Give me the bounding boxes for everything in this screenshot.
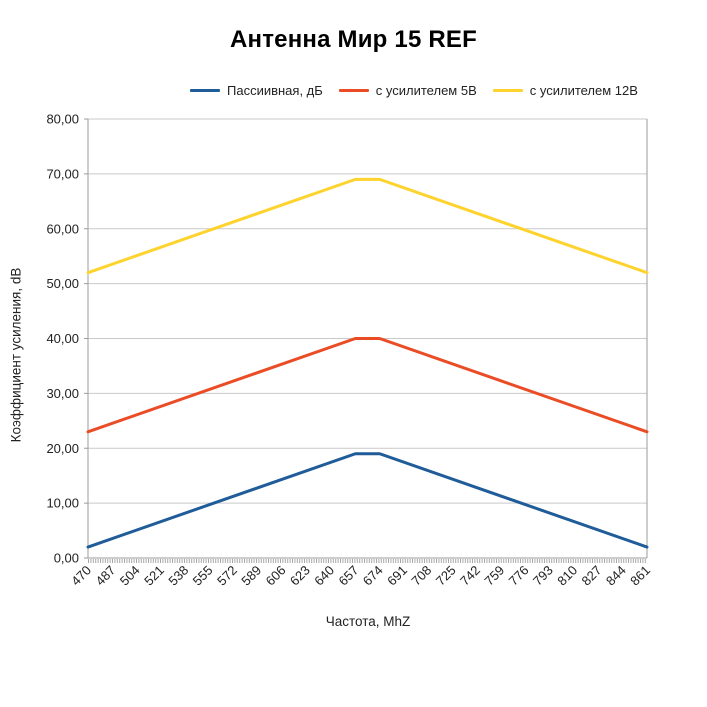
legend-swatch-amp5v [338, 89, 369, 92]
x-tick-label: 521 [141, 563, 167, 589]
x-tick-label: 606 [263, 563, 289, 589]
y-tick-label: 0,00 [54, 551, 79, 566]
x-tick-label: 657 [336, 563, 362, 589]
y-tick-label: 30,00 [46, 386, 79, 401]
x-tick-label: 742 [457, 563, 483, 589]
x-tick-label: 844 [603, 563, 629, 589]
y-tick-label: 10,00 [46, 496, 79, 511]
y-tick-label: 70,00 [46, 166, 79, 181]
y-tick-label: 80,00 [46, 112, 79, 127]
x-tick-label: 504 [117, 563, 143, 589]
series-line-1 [86, 337, 649, 434]
x-tick-label: 725 [433, 563, 459, 589]
series-line-2 [86, 177, 649, 275]
x-tick-label: 589 [238, 563, 264, 589]
x-tick-label: 538 [165, 563, 191, 589]
chart-title: Антенна Мир 15 REF [230, 26, 477, 53]
x-tick-label: 623 [287, 563, 313, 589]
x-tick-label: 572 [214, 563, 240, 589]
x-tick-label: 861 [627, 563, 653, 589]
y-tick-label: 20,00 [46, 441, 79, 456]
x-tick-label: 776 [506, 563, 532, 589]
legend-label-passive: Пассиивная, дБ [227, 83, 323, 98]
x-tick-label: 640 [311, 563, 337, 589]
y-tick-label: 60,00 [46, 221, 79, 236]
x-tick-label: 759 [481, 563, 507, 589]
x-tick-label: 827 [579, 563, 605, 589]
legend-label-amp12v: с усилителем 12В [529, 83, 638, 98]
legend-swatch-amp12v [492, 89, 523, 92]
x-tick-label: 674 [360, 563, 386, 589]
y-axis-title: Коэффициент усиления, dB [8, 267, 24, 443]
legend-swatch-passive [190, 89, 220, 92]
x-tick-label: 487 [92, 563, 118, 589]
x-tick-label: 691 [384, 563, 410, 589]
y-tick-label: 40,00 [46, 331, 79, 346]
legend-item-passive: Пассиивная, дБ [190, 83, 323, 98]
x-tick-label: 555 [190, 563, 216, 589]
x-tick-label: 470 [68, 563, 94, 589]
y-tick-label: 50,00 [46, 276, 79, 291]
legend: Пассиивная, дБ с усилителем 5В с усилите… [190, 83, 638, 98]
series-line-0 [86, 452, 649, 549]
x-tick-label: 793 [530, 563, 556, 589]
x-tick-label: 810 [554, 563, 580, 589]
legend-item-amp12v: с усилителем 12В [492, 83, 638, 98]
legend-label-amp5v: с усилителем 5В [375, 83, 477, 98]
x-axis-title: Частота, MhZ [325, 614, 411, 629]
x-tick-label: 708 [408, 563, 434, 589]
legend-item-amp5v: с усилителем 5В [338, 83, 477, 98]
